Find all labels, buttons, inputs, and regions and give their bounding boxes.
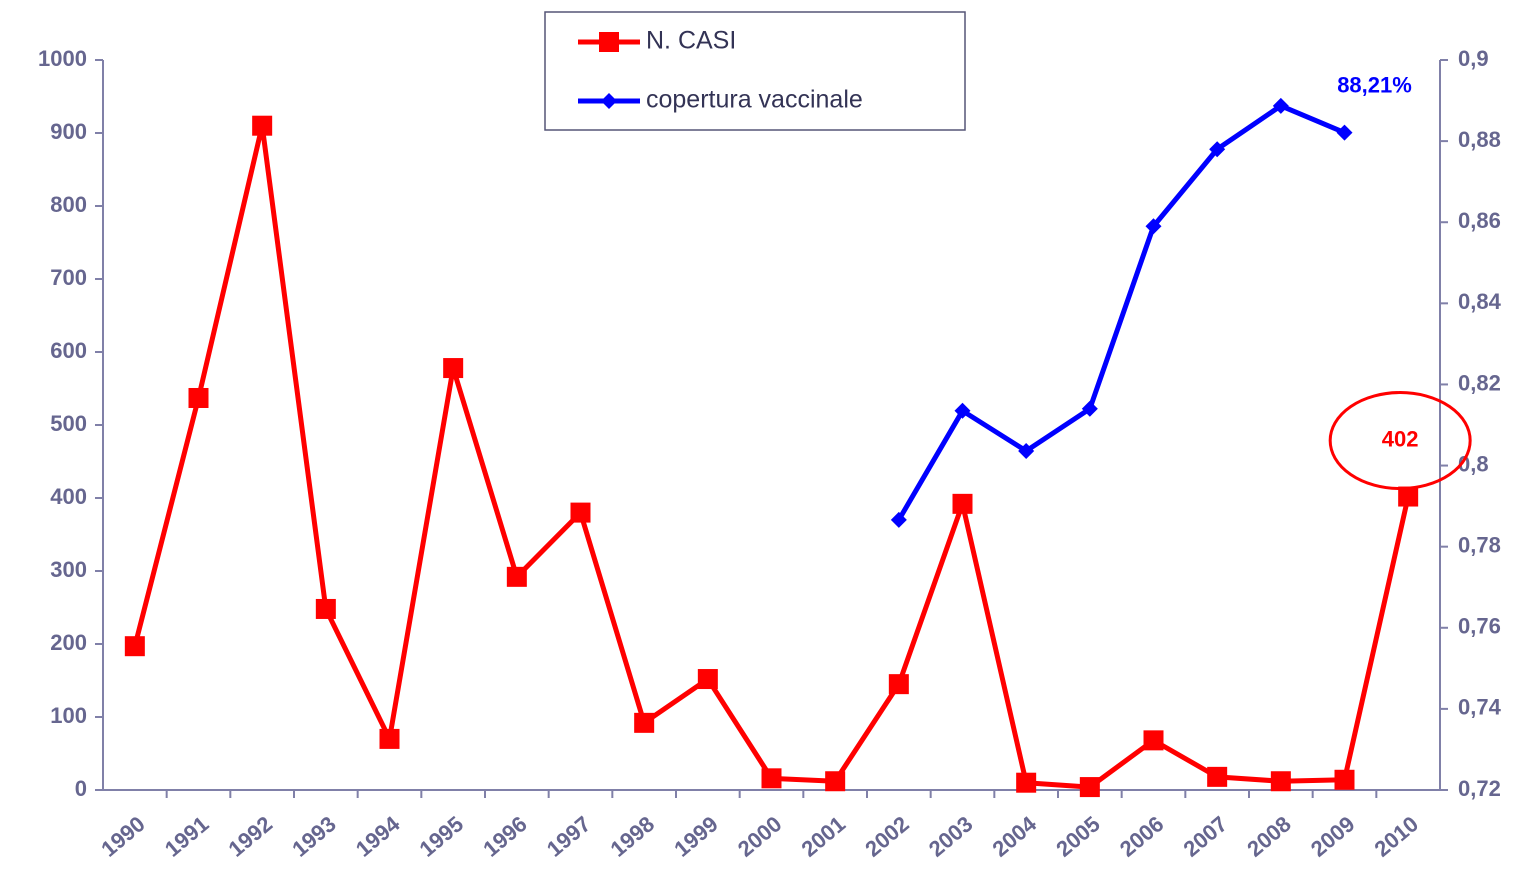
x-tick-label: 2000 <box>733 811 787 862</box>
marker <box>954 402 971 419</box>
marker <box>188 387 209 408</box>
y-tick-label: 300 <box>50 557 87 582</box>
marker <box>761 768 782 789</box>
marker <box>1272 97 1289 114</box>
y-tick-label: 200 <box>50 630 87 655</box>
value-label: 88,21% <box>1337 72 1412 97</box>
x-tick-label: 2003 <box>924 811 978 862</box>
x-tick-label: 2006 <box>1115 811 1169 862</box>
series-line <box>132 123 1411 790</box>
y-tick-label: 1000 <box>38 46 87 71</box>
y-tick-label: 900 <box>50 119 87 144</box>
x-tick-label: 1992 <box>224 811 278 862</box>
marker <box>1079 777 1100 798</box>
marker <box>825 771 846 792</box>
y2-tick-label: 0,78 <box>1458 532 1501 557</box>
y-tick-label: 500 <box>50 411 87 436</box>
highlight-ellipse <box>1328 391 1472 491</box>
x-tick-label: 2008 <box>1242 811 1296 862</box>
y2-tick-label: 0,74 <box>1458 695 1502 720</box>
marker <box>1336 124 1353 141</box>
legend-box <box>544 11 966 131</box>
marker <box>634 712 655 733</box>
x-tick-label: 2002 <box>860 811 914 862</box>
marker <box>1018 442 1035 459</box>
y-tick-label: 600 <box>50 338 87 363</box>
x-tick-label: 2005 <box>1051 811 1105 862</box>
y2-tick-label: 0,84 <box>1458 289 1502 314</box>
x-tick-label: 1996 <box>478 811 532 862</box>
marker <box>1016 772 1037 793</box>
marker <box>506 566 527 587</box>
marker <box>888 674 909 695</box>
series-line <box>896 103 1346 522</box>
x-tick-label: 1995 <box>415 811 469 862</box>
marker <box>697 669 718 690</box>
marker <box>952 493 973 514</box>
y-tick-label: 400 <box>50 484 87 509</box>
y2-tick-label: 0,82 <box>1458 370 1501 395</box>
x-tick-label: 1999 <box>669 811 723 862</box>
marker <box>570 502 591 523</box>
x-tick-label: 1991 <box>160 811 214 862</box>
x-tick-label: 2009 <box>1306 811 1360 862</box>
legend-label: N. CASI <box>646 27 736 55</box>
x-tick-label: 2007 <box>1179 811 1233 862</box>
marker <box>379 728 400 749</box>
x-tick-label: 1997 <box>542 811 596 862</box>
x-tick-label: 1993 <box>287 811 341 862</box>
marker <box>443 358 464 379</box>
y2-tick-label: 0,76 <box>1458 614 1501 639</box>
marker <box>890 511 907 528</box>
y-tick-label: 100 <box>50 703 87 728</box>
x-tick-label: 1990 <box>96 811 150 862</box>
marker <box>124 636 145 657</box>
marker <box>1334 769 1355 790</box>
marker <box>1270 771 1291 792</box>
marker <box>1145 218 1162 235</box>
y2-tick-label: 0,72 <box>1458 776 1501 801</box>
y2-tick-label: 0,88 <box>1458 127 1501 152</box>
legend-label: copertura vaccinale <box>646 86 863 114</box>
x-tick-label: 1998 <box>606 811 660 862</box>
marker <box>1143 730 1164 751</box>
marker <box>1398 486 1419 507</box>
y2-tick-label: 0,86 <box>1458 208 1501 233</box>
marker <box>1081 400 1098 417</box>
x-tick-label: 2001 <box>797 811 851 862</box>
y-tick-label: 800 <box>50 192 87 217</box>
legend-marker <box>599 32 619 52</box>
marker <box>315 598 336 619</box>
marker <box>252 115 273 136</box>
x-tick-label: 2004 <box>988 811 1042 862</box>
y-tick-label: 700 <box>50 265 87 290</box>
x-tick-label: 1994 <box>351 811 405 862</box>
y2-tick-label: 0,9 <box>1458 46 1489 71</box>
marker <box>1207 766 1228 787</box>
marker <box>1209 141 1226 158</box>
x-tick-label: 2010 <box>1370 811 1424 862</box>
value-label: 402 <box>1382 426 1419 451</box>
y-tick-label: 0 <box>75 776 87 801</box>
legend-marker <box>601 93 617 109</box>
